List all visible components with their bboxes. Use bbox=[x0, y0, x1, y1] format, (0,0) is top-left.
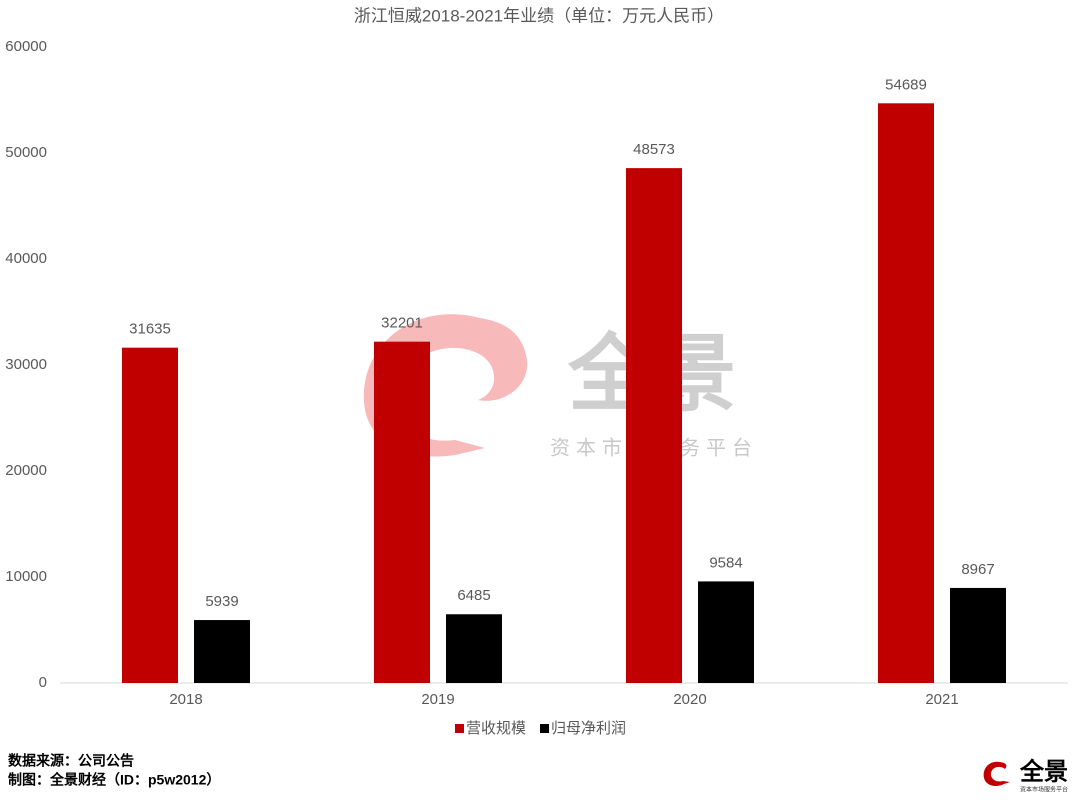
y-tick-label: 60000 bbox=[5, 38, 47, 55]
bar bbox=[878, 103, 934, 683]
logo-title: 全景 bbox=[1019, 757, 1068, 785]
corner-logo: 全景 资本市场服务平台 bbox=[983, 757, 1068, 794]
legend-label: 归母净利润 bbox=[551, 720, 626, 737]
bar bbox=[194, 620, 250, 683]
data-label: 48573 bbox=[633, 141, 675, 158]
bar bbox=[698, 581, 754, 683]
data-label: 54689 bbox=[885, 76, 927, 93]
bar bbox=[122, 347, 178, 683]
data-label: 5939 bbox=[205, 593, 238, 610]
data-label: 6485 bbox=[457, 587, 490, 604]
bar bbox=[446, 614, 502, 683]
legend-swatch bbox=[455, 724, 464, 733]
legend-swatch bbox=[540, 724, 550, 733]
logo-subtitle: 资本市场服务平台 bbox=[1020, 786, 1068, 794]
data-label: 32201 bbox=[381, 315, 423, 332]
chart-title: 浙江恒威2018-2021年业绩（单位：万元人民币） bbox=[354, 6, 724, 25]
source-note: 数据来源：公司公告 bbox=[8, 753, 134, 769]
x-tick-label: 2019 bbox=[421, 691, 454, 708]
credit-note: 制图：全景财经（ID：p5w2012） bbox=[8, 772, 220, 788]
x-tick-label: 2021 bbox=[925, 691, 958, 708]
x-tick-label: 2020 bbox=[673, 691, 706, 708]
y-tick-label: 40000 bbox=[5, 250, 47, 267]
data-label: 31635 bbox=[129, 321, 171, 338]
data-label: 8967 bbox=[961, 561, 994, 578]
bar bbox=[950, 587, 1006, 683]
data-label: 9584 bbox=[709, 554, 742, 571]
y-tick-label: 10000 bbox=[5, 568, 47, 585]
y-tick-label: 20000 bbox=[5, 462, 47, 479]
x-tick-label: 2018 bbox=[169, 691, 202, 708]
y-tick-label: 50000 bbox=[5, 144, 47, 161]
bar bbox=[626, 168, 682, 683]
y-tick-label: 30000 bbox=[5, 356, 47, 373]
logo-mark bbox=[983, 761, 1010, 786]
y-tick-label: 0 bbox=[39, 674, 47, 691]
bar bbox=[374, 341, 430, 683]
legend-label: 营收规模 bbox=[466, 720, 526, 737]
